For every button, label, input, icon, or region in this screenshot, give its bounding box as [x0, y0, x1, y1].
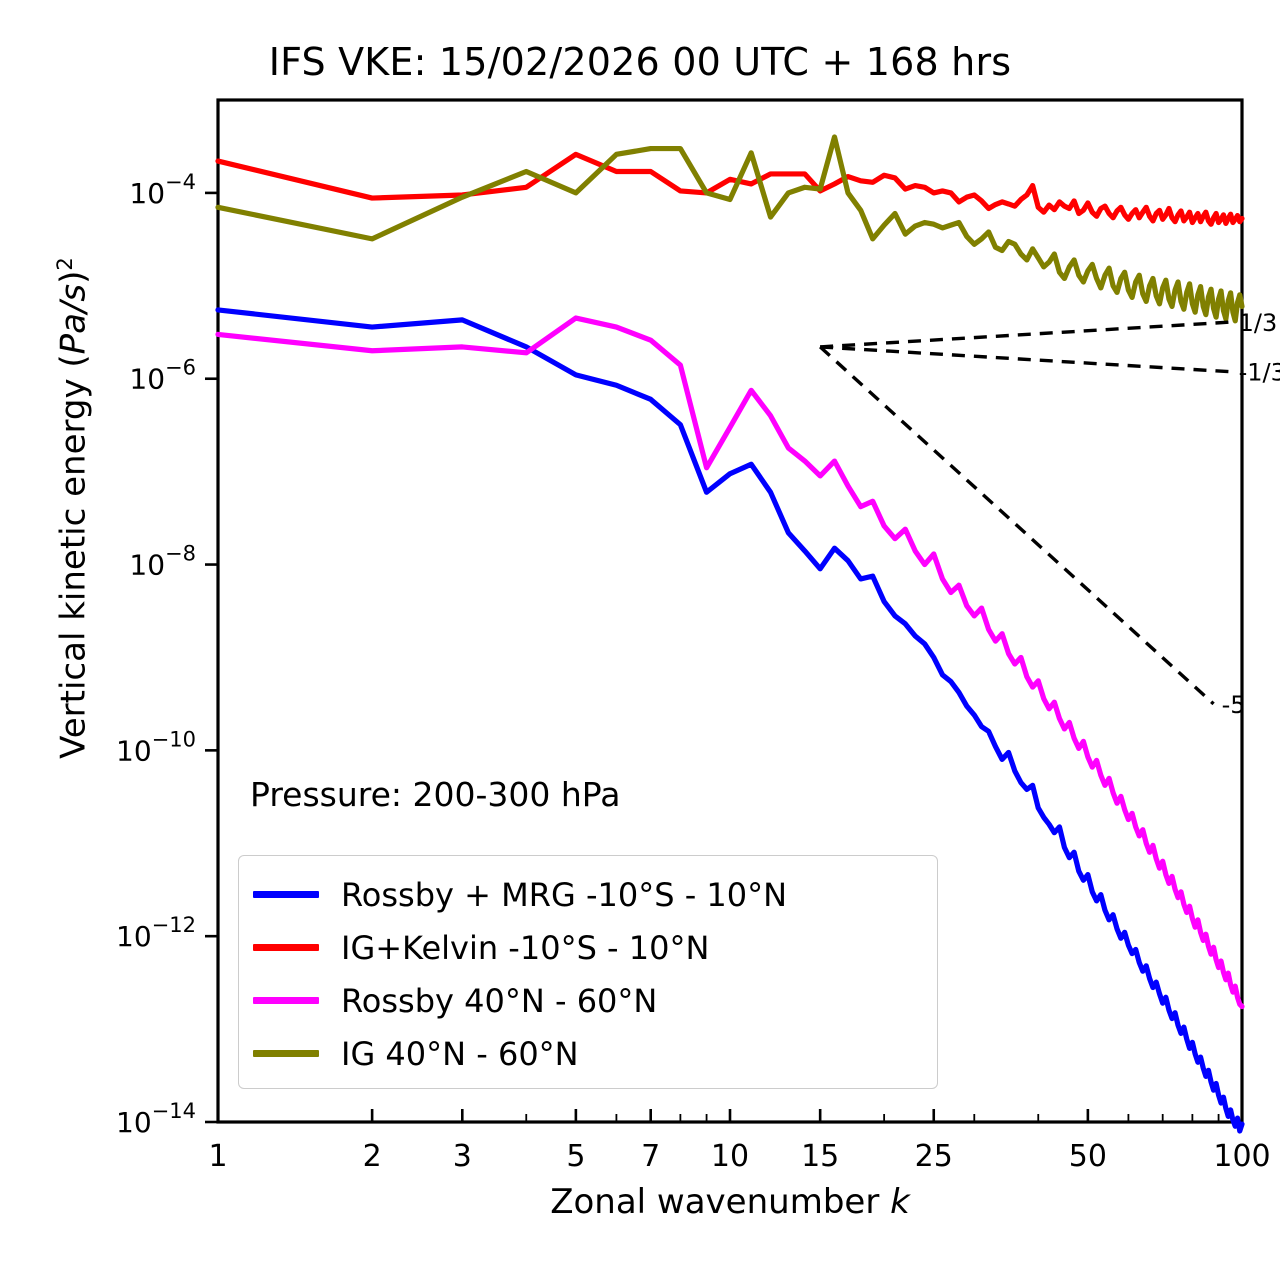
pressure-annotation: Pressure: 200-300 hPa — [250, 775, 621, 814]
data-series-group — [215, 134, 1245, 1134]
legend-label: Rossby + MRG -10°S - 10°N — [341, 875, 788, 914]
slope-minus-five-label: -5 — [1222, 691, 1246, 719]
legend-label: IG+Kelvin -10°S - 10°N — [341, 928, 710, 967]
series-line-2 — [215, 315, 1245, 1010]
x-tick-label: 7 — [641, 1139, 660, 1174]
legend-item[interactable]: IG+Kelvin -10°S - 10°N — [253, 921, 923, 974]
legend-swatch-rossby-mid — [253, 997, 319, 1004]
chart-title: IFS VKE: 15/02/2026 00 UTC + 168 hrs — [268, 40, 1012, 84]
slope-minus-five — [819, 345, 1215, 706]
x-axis-label: Zonal wavenumber k — [218, 1182, 1242, 1222]
x-tick-label: 3 — [453, 1139, 472, 1174]
y-tick-label: 10−12 — [116, 913, 196, 953]
x-tick-label: 100 — [1213, 1139, 1270, 1174]
x-axis-label-italic: k — [890, 1182, 910, 1222]
axis-ticks: 1 2 3 5 7 10 15 25 50 100 10−4 10−6 10−8 10−10 10−12 10… — [116, 170, 1271, 1174]
slope-minus-third-label: -1/3 — [1239, 359, 1280, 387]
slope-plus-third — [820, 320, 1231, 349]
legend-item[interactable]: Rossby 40°N - 60°N — [253, 974, 923, 1027]
x-tick-label: 1 — [208, 1139, 227, 1174]
legend-label: Rossby 40°N - 60°N — [341, 981, 658, 1020]
slope-minus-third — [820, 345, 1231, 374]
series-line-1 — [215, 151, 1245, 227]
series-line-0 — [215, 307, 1245, 1134]
x-tick-label: 25 — [915, 1139, 953, 1174]
slope-reference-lines: 1/3 -1/3 -5 — [819, 309, 1280, 719]
y-tick-label: 10−4 — [129, 170, 196, 210]
x-tick-label: 50 — [1069, 1139, 1107, 1174]
series-line-3 — [215, 134, 1245, 324]
legend-item[interactable]: Rossby + MRG -10°S - 10°N — [253, 868, 923, 921]
y-tick-label: 10−8 — [129, 542, 196, 582]
legend-swatch-ig-kelvin — [253, 944, 319, 951]
y-tick-label: 10−10 — [116, 727, 196, 767]
legend-swatch-rossby-mrg — [253, 891, 319, 898]
slope-plus-third-label: 1/3 — [1239, 309, 1278, 337]
y-tick-label: 10−6 — [129, 356, 196, 396]
x-tick-label: 10 — [711, 1139, 749, 1174]
legend-swatch-ig-mid — [253, 1050, 319, 1057]
chart-legend: Rossby + MRG -10°S - 10°N IG+Kelvin -10°… — [238, 855, 938, 1089]
x-axis-label-main: Zonal wavenumber — [550, 1182, 891, 1222]
x-tick-label: 5 — [566, 1139, 585, 1174]
y-tick-label: 10−14 — [116, 1099, 196, 1139]
x-tick-label: 2 — [363, 1139, 382, 1174]
x-tick-label: 15 — [801, 1139, 839, 1174]
legend-label: IG 40°N - 60°N — [341, 1034, 579, 1073]
legend-item[interactable]: IG 40°N - 60°N — [253, 1027, 923, 1080]
